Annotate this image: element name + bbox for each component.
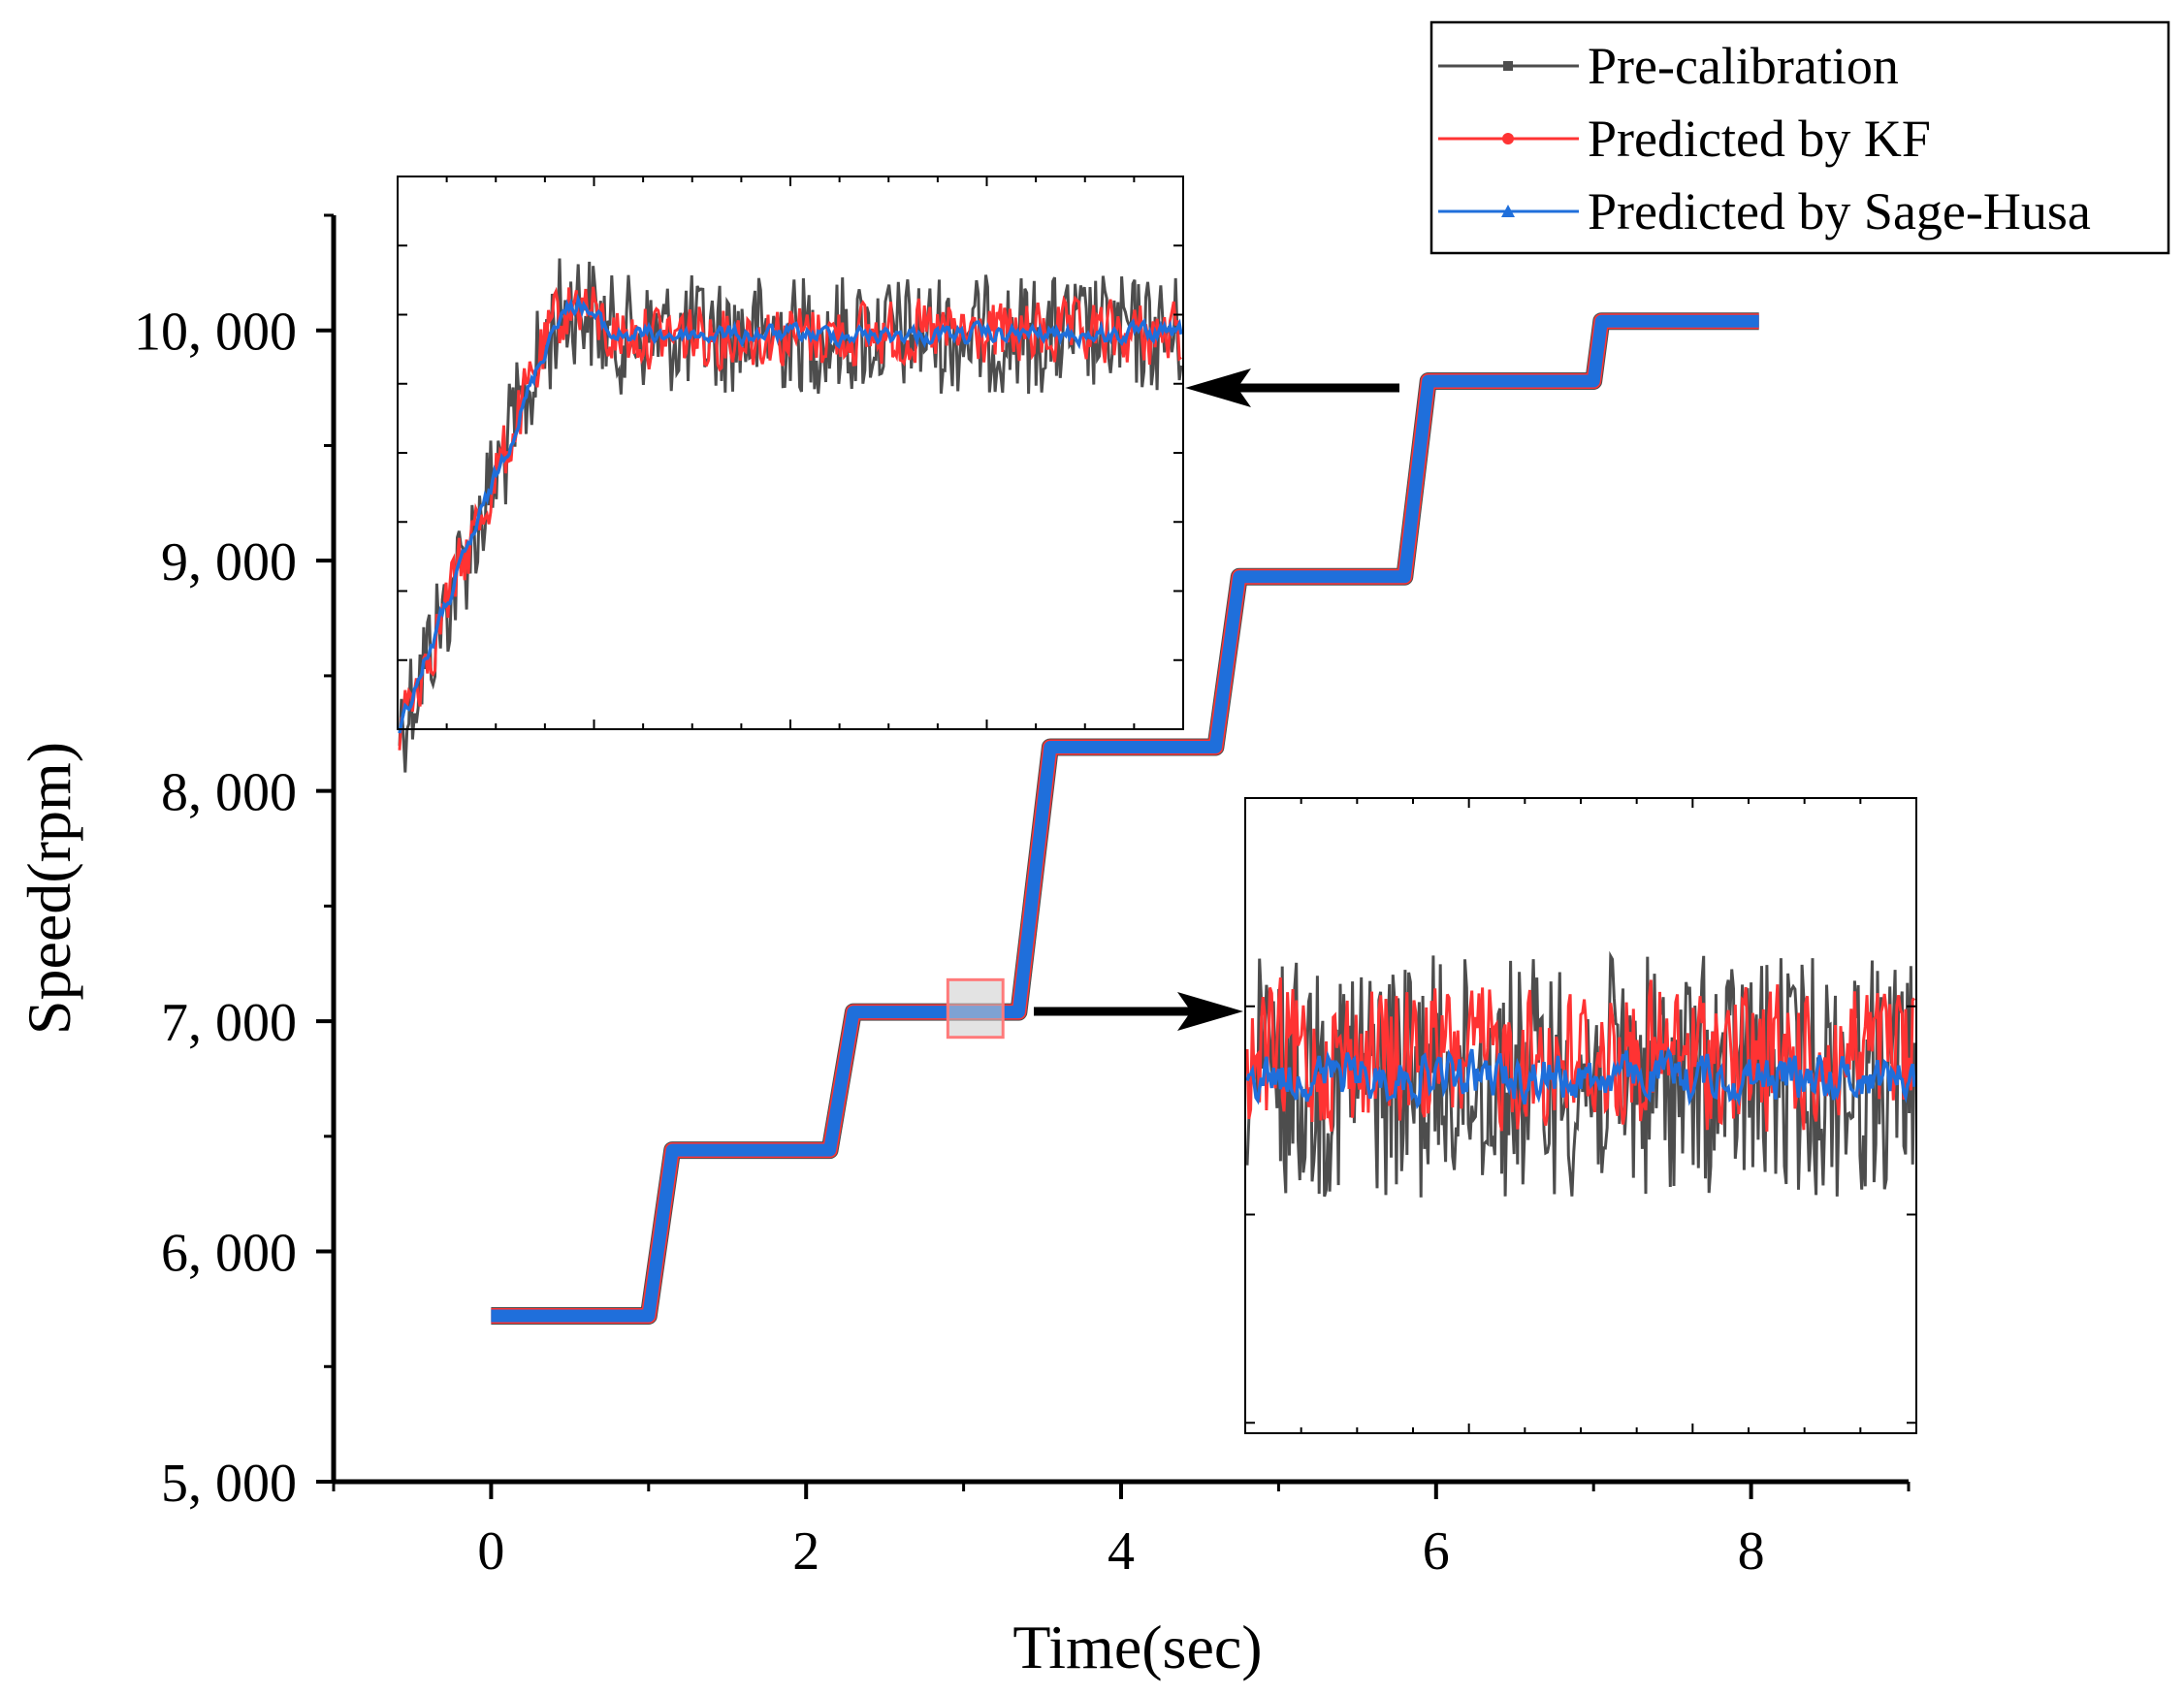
inset-upper-left-ticks [397,176,1184,729]
x-tick-label: 6 [1423,1521,1450,1582]
arrow-head-left-icon [1185,368,1251,407]
y-tick-label: 10, 000 [134,303,297,363]
inset-upper-left-frame-bg [398,176,1183,729]
x-tick-label: 8 [1738,1521,1765,1582]
legend-label: Predicted by Sage-Husa [1588,182,2091,240]
y-tick-label: 5, 000 [161,1454,297,1514]
square-marker-icon [1503,61,1513,71]
inset-lower-right [1244,797,1917,1434]
y-tick-label: 7, 000 [161,993,297,1053]
zoom-region-box [946,977,1005,1040]
legend-item-kf: Predicted by KF [1438,110,1931,168]
legend-label: Pre-calibration [1588,37,1899,95]
legend: Pre-calibration Predicted by KF Predicte… [1429,20,2170,255]
arrow-to-upper-inset [1185,368,1399,407]
x-axis-title: Time(sec) [1012,1613,1262,1681]
y-tick-label: 6, 000 [161,1224,297,1284]
legend-item-sage-husa: Predicted by Sage-Husa [1438,182,2091,240]
series-line-sage-husa [491,314,1759,1323]
x-ticks: 0 2 4 6 8 [332,1482,1911,1582]
y-tick-label: 9, 000 [161,532,297,592]
y-axis-title: Speed(rpm) [15,742,83,1035]
inset-upper-series-sage-husa [398,293,1183,734]
y-tick-label: 8, 000 [161,763,297,823]
legend-box [1429,20,2170,255]
inset-upper-series-kf [398,286,1182,751]
inset-upper-left-series [398,258,1183,773]
inset-lower-series-sage-husa [1245,1045,1916,1110]
x-tick-label: 0 [477,1521,504,1582]
inset-lower-right-ticks [1244,798,1917,1433]
arrow-head-right-icon [1177,992,1243,1031]
main-plot: 0 2 4 6 8 5, 000 6, 000 7, 000 8, 000 9, 000 10, … [15,213,1911,1681]
inset-upper-left [397,176,1184,773]
legend-item-pre-calibration: Pre-calibration [1438,37,1899,95]
x-tick-label: 2 [792,1521,819,1582]
main-series-group [491,312,1759,1325]
inset-lower-right-series [1245,950,1916,1198]
arrow-to-lower-inset [1034,992,1243,1031]
inset-upper-series-pre-calibration [398,258,1183,773]
circle-marker-icon [1502,133,1514,144]
triangle-marker-icon [1501,205,1515,217]
y-ticks: 5, 000 6, 000 7, 000 8, 000 9, 000 10, 000 [134,213,334,1514]
x-tick-label: 4 [1108,1521,1135,1582]
legend-label: Predicted by KF [1588,110,1931,168]
